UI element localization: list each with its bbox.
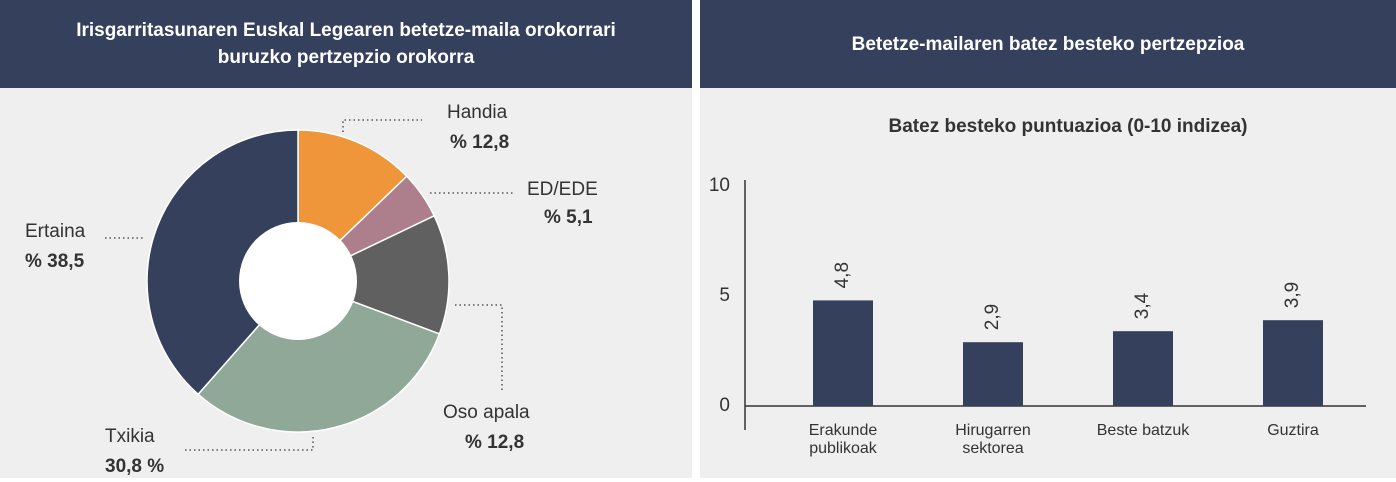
bar-value-label: 3,4 [1132, 292, 1153, 319]
pie-slice [296, 214, 450, 335]
donut-hole [239, 222, 357, 340]
slice-label: ED/EDE [527, 179, 598, 200]
slice-label: Handia [447, 102, 508, 123]
slice-label: Txikia [105, 426, 155, 447]
y-tick-label: 0 [719, 395, 730, 416]
bar [813, 300, 873, 406]
bar-value-label: 4,8 [832, 262, 853, 288]
bar [1113, 331, 1173, 406]
y-tick-label: 10 [709, 175, 730, 196]
x-tick-label: Hirugarren sektorea [955, 422, 1031, 457]
slice-value-label: % 12,8 [450, 132, 509, 153]
pie-slice [146, 129, 299, 396]
chart-subtitle: Batez besteko puntuazioa (0-10 indizea) [889, 116, 1248, 137]
panel-title: Betetze-mailaren batez besteko pertzepzi… [851, 33, 1245, 55]
panel-header: Irisgarritasunaren Euskal Legearen betet… [0, 0, 692, 88]
leader [342, 119, 422, 132]
pie-slice [197, 280, 441, 433]
bar-value-label: 3,9 [1282, 282, 1303, 308]
slice-label: Oso apala [443, 402, 530, 423]
slice-value-label: 30,8 % [105, 456, 164, 477]
bar [963, 342, 1023, 406]
slice-value-label: % 38,5 [25, 251, 85, 272]
panel-title: Irisgarritasunaren Euskal Legearen betet… [76, 20, 616, 68]
slice-value-label: % 12,8 [465, 432, 524, 453]
leader [185, 436, 314, 451]
slice-value-label: % 5,1 [544, 207, 593, 228]
leader-lines [105, 119, 515, 451]
slice-label: Ertaina [25, 221, 86, 242]
y-tick-label: 5 [719, 285, 730, 306]
x-tick-label: Guztira [1267, 422, 1319, 439]
bar-value-label: 2,9 [982, 304, 1003, 330]
bar [1263, 320, 1323, 406]
x-tick-label: Beste batzuk [1096, 422, 1190, 439]
leader [455, 304, 503, 392]
panel-header: Betetze-mailaren batez besteko pertzepzi… [700, 0, 1396, 88]
x-tick-label: Erakunde publikoak [808, 422, 878, 457]
